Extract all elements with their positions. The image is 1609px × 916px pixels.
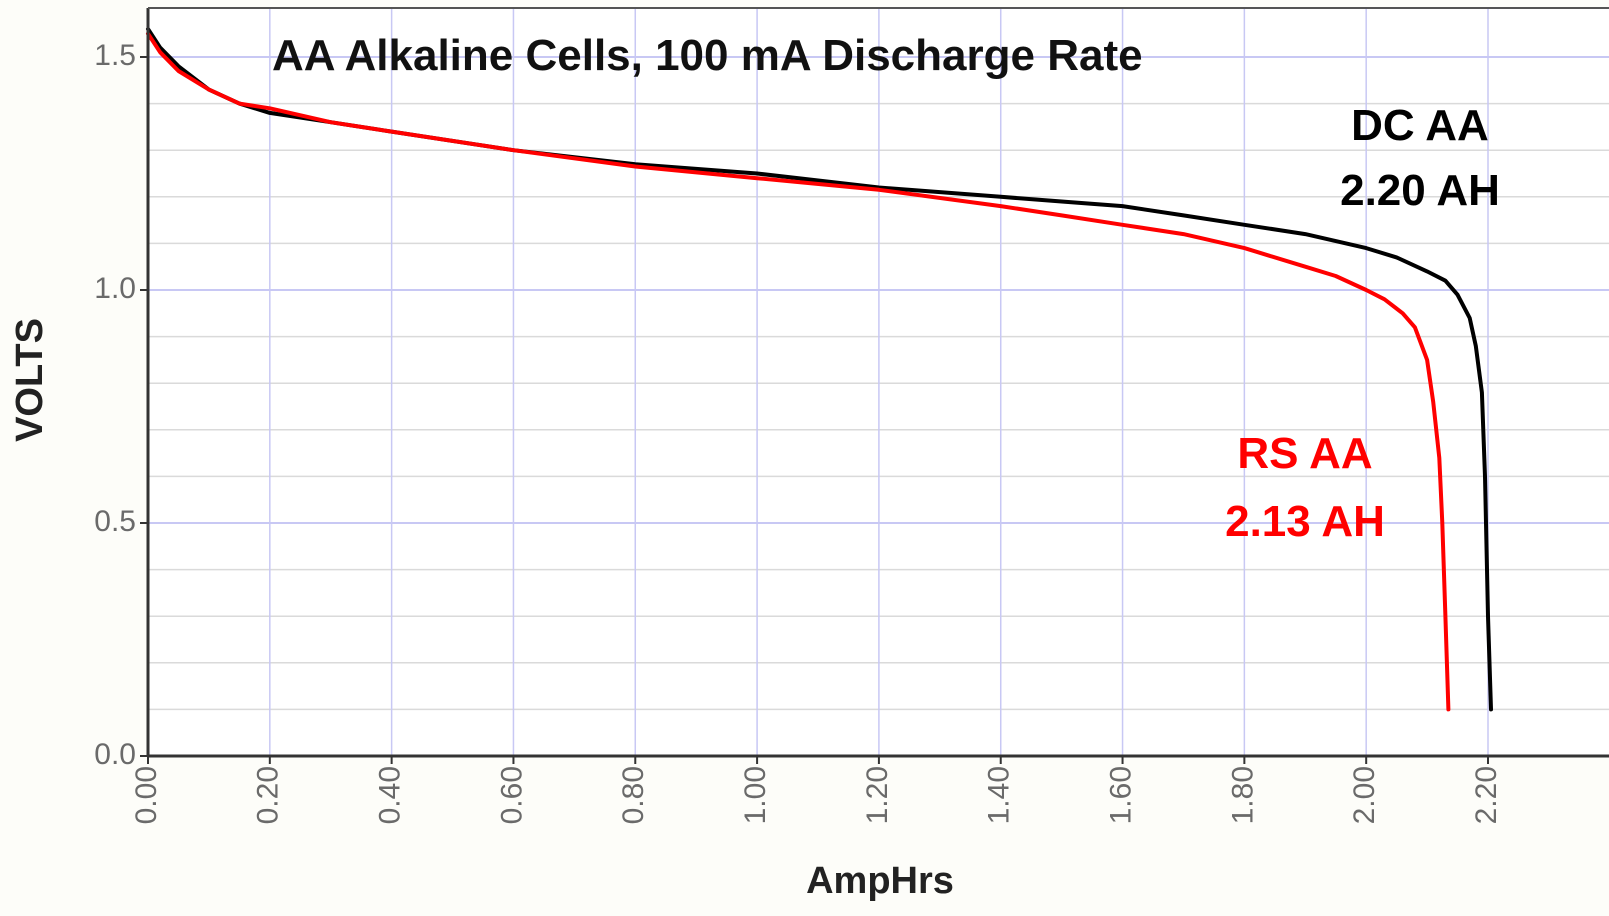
- x-tick-label: 1.40: [983, 766, 1016, 824]
- y-axis-title: VOLTS: [9, 318, 51, 442]
- y-tick-label: 0.0: [94, 738, 136, 771]
- y-tick-label: 1.5: [94, 39, 136, 72]
- series-label-dc-aa: DC AA: [1351, 101, 1489, 150]
- x-tick-label: 0.20: [252, 766, 285, 824]
- x-tick-label: 2.20: [1470, 766, 1503, 824]
- series-label-rs-aa: RS AA: [1237, 429, 1372, 478]
- x-tick-label: 1.80: [1226, 766, 1259, 824]
- x-tick-label: 0.60: [495, 766, 528, 824]
- x-tick-label: 0.40: [374, 766, 407, 824]
- x-tick-label: 2.00: [1348, 766, 1381, 824]
- x-tick-label: 1.60: [1104, 766, 1137, 824]
- series-line-rs-aa: [146, 31, 1451, 712]
- chart-title: AA Alkaline Cells, 100 mA Discharge Rate: [272, 31, 1143, 80]
- x-tick-label: 0.00: [130, 766, 163, 824]
- y-tick-label: 1.0: [94, 272, 136, 305]
- series-layer: [146, 27, 1493, 712]
- series-line-dc-aa: [146, 27, 1493, 712]
- series-capacity-dc-aa: 2.20 AH: [1340, 166, 1500, 215]
- x-tick-label: 1.00: [739, 766, 772, 824]
- y-tick-labels: 0.0 0.5 1.0 1.5: [94, 39, 148, 771]
- series-capacity-rs-aa: 2.13 AH: [1225, 497, 1385, 546]
- x-tick-label: 1.20: [861, 766, 894, 824]
- x-axis-title: AmpHrs: [806, 860, 954, 902]
- x-tick-labels: 0.00 0.20 0.40 0.60 0.80 1.00 1.20 1.40 1.60 1.80…: [130, 756, 1503, 824]
- x-tick-label: 0.80: [617, 766, 650, 824]
- major-grid: [148, 8, 1609, 756]
- y-tick-label: 0.5: [94, 505, 136, 538]
